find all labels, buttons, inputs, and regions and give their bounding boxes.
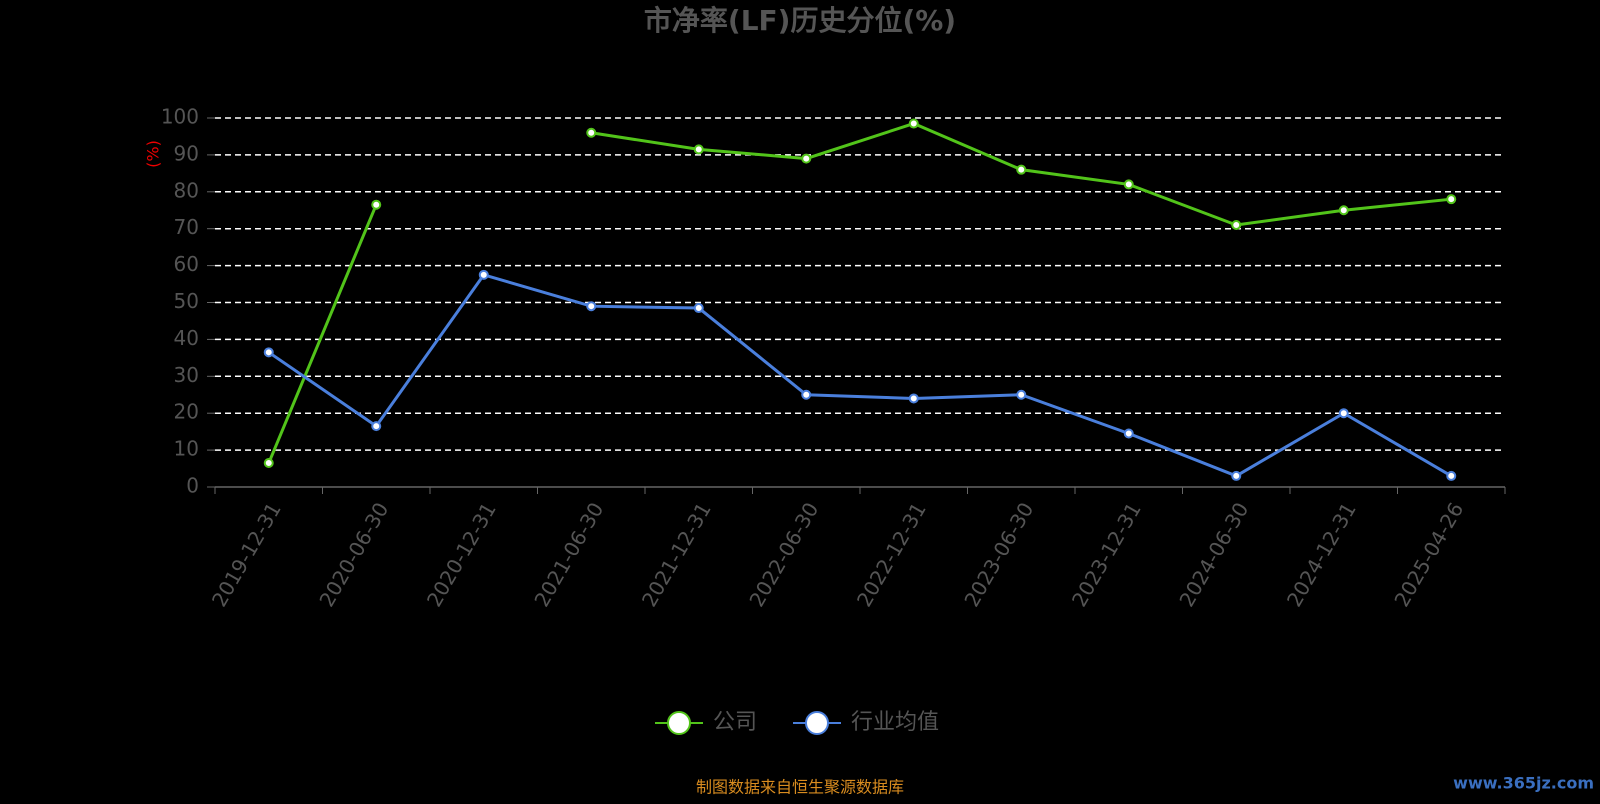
data-point <box>263 347 274 358</box>
data-point <box>263 458 274 469</box>
x-tick-label: 2022-12-31 <box>852 498 931 611</box>
source-note: 制图数据来自恒生聚源数据库 <box>696 778 904 797</box>
data-point <box>908 118 919 129</box>
y-tick-label: 40 <box>174 326 199 350</box>
data-point <box>1123 179 1134 190</box>
y-tick-label: 20 <box>174 400 199 424</box>
x-tick-label: 2024-12-31 <box>1282 498 1361 611</box>
y-tick-label: 70 <box>174 215 199 239</box>
y-tick-label: 80 <box>174 178 199 202</box>
y-axis-label: (%) <box>144 140 163 168</box>
data-point <box>1016 389 1027 400</box>
x-tick-label: 2023-06-30 <box>959 498 1038 611</box>
y-tick-label: 50 <box>174 289 199 313</box>
data-point <box>1123 428 1134 439</box>
watermark: www.365jz.com <box>1453 774 1594 793</box>
x-tick-label: 2020-06-30 <box>314 498 393 611</box>
legend-marker <box>667 711 691 735</box>
data-point <box>1446 194 1457 205</box>
x-tick-label: 2025-04-26 <box>1389 498 1468 611</box>
y-tick-label: 30 <box>174 363 199 387</box>
chart-title: 市净率(LF)历史分位(%) <box>644 4 956 37</box>
data-point <box>371 199 382 210</box>
data-point <box>908 393 919 404</box>
data-point <box>586 301 597 312</box>
legend-marker <box>805 711 829 735</box>
data-point <box>1016 164 1027 175</box>
data-point <box>801 389 812 400</box>
data-point <box>478 269 489 280</box>
data-point <box>371 421 382 432</box>
data-point <box>1446 470 1457 481</box>
legend-label: 行业均值 <box>851 710 939 735</box>
x-tick-label: 2021-06-30 <box>529 498 608 611</box>
y-tick-label: 60 <box>174 252 199 276</box>
data-point <box>1338 205 1349 216</box>
x-tick-label: 2024-06-30 <box>1174 498 1253 611</box>
x-tick-label: 2021-12-31 <box>637 498 716 611</box>
data-point <box>1231 220 1242 231</box>
series-line <box>267 273 1453 478</box>
data-point <box>801 153 812 164</box>
series-line <box>267 121 1452 464</box>
data-point <box>1338 408 1349 419</box>
x-tick-label: 2020-12-31 <box>422 498 501 611</box>
data-point <box>693 144 704 155</box>
y-tick-label: 0 <box>186 474 199 498</box>
y-tick-label: 10 <box>174 437 199 461</box>
data-point <box>586 127 597 138</box>
x-tick-label: 2022-06-30 <box>744 498 823 611</box>
data-point <box>693 303 704 314</box>
legend-label: 公司 <box>713 710 757 735</box>
y-tick-label: 90 <box>174 141 199 165</box>
y-tick-label: 100 <box>161 105 199 129</box>
x-tick-label: 2023-12-31 <box>1067 498 1146 611</box>
x-tick-label: 2019-12-31 <box>207 498 286 611</box>
data-point <box>1231 470 1242 481</box>
